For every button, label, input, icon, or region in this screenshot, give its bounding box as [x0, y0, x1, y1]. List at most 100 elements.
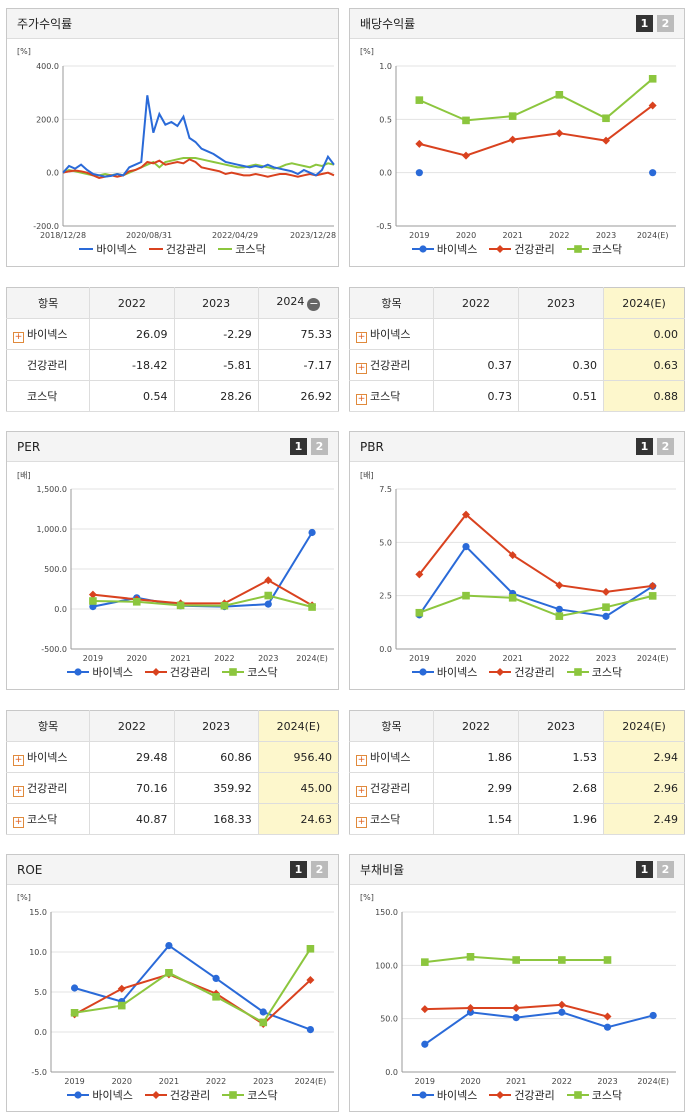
legend-item-health[interactable]: 건강관리 — [144, 1087, 210, 1103]
legend-item-bionex[interactable]: 바이넥스 — [67, 1087, 133, 1103]
row-name[interactable]: + 바이넥스 — [349, 741, 434, 773]
series-line-bionex — [92, 531, 313, 608]
row-name[interactable]: + 코스닥 — [6, 803, 91, 835]
x-tick-label: 2022 — [549, 231, 569, 240]
legend-item-health[interactable]: 건강관리 — [144, 664, 210, 680]
expand-icon[interactable]: + — [356, 816, 367, 828]
row-name[interactable]: + 건강관리 — [349, 349, 434, 381]
legend-item-bionex[interactable]: 바이넥스 — [67, 664, 133, 680]
page-1-button[interactable]: 1 — [290, 438, 307, 455]
x-tick-label: 2021 — [506, 1077, 526, 1086]
legend-item-health[interactable]: 건강관리 — [148, 241, 206, 257]
expand-icon[interactable]: + — [356, 362, 367, 374]
table-cell: 1.86 — [433, 741, 519, 773]
table-cell — [518, 318, 604, 350]
expand-icon[interactable]: + — [356, 754, 367, 766]
x-tick-label: 2021 — [502, 231, 522, 240]
row-name[interactable]: + 코스닥 — [349, 380, 434, 412]
data-point-kosdaq — [421, 958, 429, 966]
expand-icon[interactable]: + — [13, 816, 24, 828]
data-point-kosdaq — [555, 612, 564, 620]
data-point-health — [602, 587, 610, 596]
data-point-health — [462, 151, 470, 160]
legend-marker-icon — [566, 668, 589, 676]
y-tick-label: -500.0 — [41, 645, 67, 654]
page-1-button[interactable]: 1 — [636, 15, 653, 32]
x-tick-label: 2021 — [170, 654, 190, 663]
row-name: 코스닥 — [6, 380, 91, 412]
page-1-button[interactable]: 1 — [290, 861, 307, 878]
roe-panel: ROE 1 2 [%] 15.0 10.0 5.0 0.0 -5.0 2019 2020 20… — [6, 854, 339, 1112]
column-header: 2024(E) — [603, 287, 685, 319]
page-2-button[interactable]: 2 — [657, 15, 674, 32]
row-name[interactable]: + 바이넥스 — [349, 318, 434, 350]
x-tick-label: 2024(E) — [296, 654, 328, 663]
row-name[interactable]: + 건강관리 — [349, 772, 434, 804]
legend-item-bionex[interactable]: 바이넥스 — [411, 1087, 477, 1103]
data-point-kosdaq — [229, 1091, 238, 1099]
legend-item-bionex[interactable]: 바이넥스 — [79, 241, 137, 257]
expand-icon[interactable]: + — [13, 754, 24, 766]
table-cell — [433, 318, 519, 350]
legend-item-kosdaq[interactable]: 코스닥 — [222, 1087, 278, 1103]
debt-legend: 바이넥스 건강관리 코스닥 — [350, 1087, 684, 1103]
x-tick-label: 2019 — [83, 654, 103, 663]
page-2-button[interactable]: 2 — [657, 861, 674, 878]
data-point-bionex — [649, 169, 657, 177]
expand-icon[interactable]: + — [13, 331, 24, 343]
expand-icon[interactable]: + — [356, 785, 367, 797]
legend-marker-icon — [489, 668, 512, 676]
table-cell: 2.68 — [518, 772, 604, 804]
y-tick-label: 50.0 — [380, 1015, 398, 1024]
series-line-kosdaq — [92, 594, 313, 608]
page-2-button[interactable]: 2 — [311, 861, 328, 878]
legend-label: 바이넥스 — [96, 243, 137, 256]
pbr-unit: [배] — [360, 471, 374, 480]
stock-return-panel: 주가수익률 [%] 400.0 200.0 0.0 -200.0 2018/12/28 2… — [6, 8, 339, 267]
data-point-kosdaq — [466, 953, 475, 961]
legend-item-bionex[interactable]: 바이넥스 — [411, 241, 478, 257]
row-name[interactable]: + 바이넥스 — [6, 741, 91, 773]
legend-item-bionex[interactable]: 바이넥스 — [411, 664, 477, 680]
expand-icon[interactable]: + — [356, 393, 367, 405]
column-header: 2024(E) — [603, 710, 685, 742]
data-point-kosdaq — [573, 668, 582, 676]
legend-item-health[interactable]: 건강관리 — [489, 241, 555, 257]
legend-label: 코스닥 — [591, 1089, 623, 1102]
dividend-chart: 1.0 0.5 0.0 -0.5 2019 2020 2021 2022 2023 2024(E) — [376, 62, 676, 240]
legend-item-health[interactable]: 건강관리 — [489, 664, 555, 680]
legend-item-kosdaq[interactable]: 코스닥 — [566, 241, 622, 257]
page-2-button[interactable]: 2 — [311, 438, 328, 455]
y-tick-label: 400.0 — [36, 62, 59, 71]
legend-item-kosdaq[interactable]: 코스닥 — [222, 664, 278, 680]
pbr-legend: 바이넥스 건강관리 코스닥 — [350, 664, 684, 680]
data-point-health — [508, 135, 517, 144]
row-name[interactable]: + 바이넥스 — [6, 318, 91, 350]
page-2-button[interactable]: 2 — [657, 438, 674, 455]
legend-marker-icon — [566, 245, 589, 253]
data-point-bionex — [212, 974, 220, 982]
table-cell: 28.26 — [174, 380, 259, 412]
legend-item-health[interactable]: 건강관리 — [489, 1087, 555, 1103]
legend-item-kosdaq[interactable]: 코스닥 — [566, 1087, 623, 1103]
expand-icon[interactable]: + — [356, 331, 367, 343]
row-name[interactable]: + 건강관리 — [6, 772, 91, 804]
collapse-icon[interactable]: − — [307, 297, 321, 311]
page-1-button[interactable]: 1 — [636, 438, 653, 455]
column-header: 2022 — [433, 710, 519, 742]
expand-icon[interactable]: + — [13, 785, 24, 797]
row-name[interactable]: + 코스닥 — [349, 803, 434, 835]
legend-label: 바이넥스 — [436, 243, 478, 256]
legend-item-kosdaq[interactable]: 코스닥 — [566, 664, 623, 680]
page-1-button[interactable]: 1 — [636, 861, 653, 878]
debt-panel: 부채비율 1 2 [%] 150.0 100.0 50.0 0.0 2019 2020 20… — [349, 854, 685, 1112]
legend-label: 코스닥 — [591, 666, 623, 679]
series-line-kosdaq — [62, 157, 335, 177]
legend-marker-icon — [222, 1091, 245, 1099]
data-point-bionex — [70, 984, 79, 992]
per-header: PER 1 2 — [7, 432, 338, 462]
legend-item-kosdaq[interactable]: 코스닥 — [218, 241, 266, 257]
x-tick-label: 2023 — [253, 1077, 273, 1086]
table-cell: 29.48 — [89, 741, 175, 773]
data-point-bionex — [421, 1040, 429, 1048]
